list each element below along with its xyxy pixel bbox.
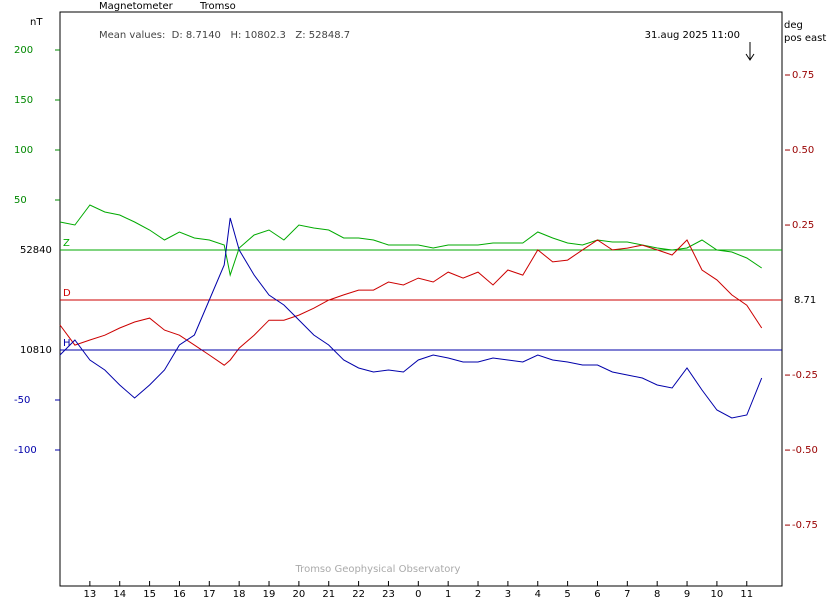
y-tick-label: -50 bbox=[14, 395, 30, 406]
x-tick-label: 13 bbox=[83, 589, 96, 600]
timestamp: 31.aug 2025 11:00 bbox=[645, 30, 740, 41]
x-tick-label: 19 bbox=[263, 589, 276, 600]
x-tick-label: 22 bbox=[352, 589, 365, 600]
x-tick-label: 17 bbox=[203, 589, 216, 600]
y2-tick-label: 0.25 bbox=[792, 220, 814, 231]
x-tick-label: 6 bbox=[594, 589, 600, 600]
y2-tick-label: -0.25 bbox=[792, 370, 818, 381]
y2-tick-label: -0.75 bbox=[792, 520, 818, 531]
x-tick-label: 4 bbox=[535, 589, 541, 600]
plot-frame bbox=[59, 11, 783, 587]
mean-values: Mean values: D: 8.7140 H: 10802.3 Z: 528… bbox=[99, 30, 350, 41]
time-arrow-head bbox=[745, 53, 755, 61]
y-tick-label: 150 bbox=[14, 95, 33, 106]
y-tick-label: 100 bbox=[14, 145, 33, 156]
x-tick-label: 20 bbox=[293, 589, 306, 600]
station: Tromso bbox=[199, 1, 236, 12]
x-tick-label: 0 bbox=[415, 589, 421, 600]
chart-title: Magnetometer bbox=[99, 1, 174, 12]
y2-tick-label: -0.50 bbox=[792, 445, 818, 456]
series-line bbox=[59, 239, 763, 366]
y2-axis-label: pos east bbox=[784, 33, 826, 44]
series-line bbox=[59, 217, 763, 419]
y-axis-label: nT bbox=[30, 17, 43, 28]
series-label: H bbox=[63, 338, 71, 349]
y-tick-label: 50 bbox=[14, 195, 27, 206]
series-line bbox=[59, 204, 762, 277]
series-label: D bbox=[63, 288, 71, 299]
y2-tick-label: 0.50 bbox=[792, 145, 814, 156]
baseline-label: 52840 bbox=[20, 245, 52, 256]
y-tick-label: 200 bbox=[14, 45, 33, 56]
x-tick-label: 14 bbox=[113, 589, 126, 600]
x-tick-label: 23 bbox=[382, 589, 395, 600]
x-tick-label: 16 bbox=[173, 589, 186, 600]
x-tick-label: 5 bbox=[564, 589, 570, 600]
x-tick-label: 15 bbox=[143, 589, 156, 600]
x-tick-label: 3 bbox=[505, 589, 511, 600]
y2-tick-label: 0.75 bbox=[792, 70, 814, 81]
y2-axis-label: deg bbox=[784, 20, 803, 31]
x-tick-label: 18 bbox=[233, 589, 246, 600]
y-tick-label: -100 bbox=[14, 445, 37, 456]
series-label: Z bbox=[63, 238, 70, 249]
x-tick-label: 7 bbox=[624, 589, 630, 600]
x-tick-label: 21 bbox=[322, 589, 335, 600]
x-tick-label: 10 bbox=[711, 589, 724, 600]
x-tick-label: 8 bbox=[654, 589, 660, 600]
x-tick-label: 9 bbox=[684, 589, 690, 600]
x-tick-label: 2 bbox=[475, 589, 481, 600]
x-tick-label: 1 bbox=[445, 589, 451, 600]
baseline-label: 8.71 bbox=[794, 295, 816, 306]
x-tick-label: 11 bbox=[740, 589, 753, 600]
baseline-label: 10810 bbox=[20, 345, 52, 356]
footer: Tromso Geophysical Observatory bbox=[295, 564, 461, 575]
